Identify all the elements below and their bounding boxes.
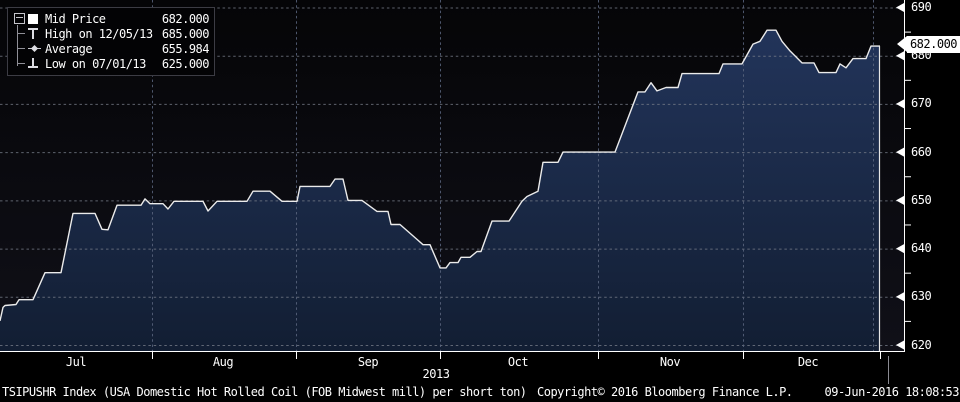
x-axis-month-label: Aug xyxy=(212,355,234,369)
x-axis-month-label: Oct xyxy=(507,355,529,369)
legend-label: Average xyxy=(45,41,93,56)
legend-row-mid-price[interactable]: Mid Price 682.000 xyxy=(11,11,210,26)
timestamp: 09-Jun-2016 18:08:53 xyxy=(824,385,960,399)
x-axis-month-label: Dec xyxy=(797,355,819,369)
y-axis-tick-label: 640 xyxy=(911,241,932,256)
legend-row-low[interactable]: Low on 07/01/13 625.000 xyxy=(11,56,210,71)
x-axis-month-label: Jul xyxy=(65,355,87,369)
y-axis-tick-label: 690 xyxy=(911,0,932,14)
legend-value: 685.000 xyxy=(161,26,210,41)
y-axis-tick-label: 620 xyxy=(911,337,932,352)
legend-value: 682.000 xyxy=(161,11,210,26)
legend-label: Low on 07/01/13 xyxy=(45,56,146,71)
chart-legend: Mid Price 682.000 High on 12/05/13 685.0… xyxy=(7,7,215,76)
security-description: TSIPUSHR Index (USA Domestic Hot Rolled … xyxy=(2,385,527,399)
legend-label: High on 12/05/13 xyxy=(45,26,153,41)
mid-price-line xyxy=(0,29,880,322)
low-marker-icon xyxy=(28,58,45,69)
y-axis-tick-label: 630 xyxy=(911,289,932,304)
y-axis-tick-label: 660 xyxy=(911,144,932,159)
x-axis-year-label: 2013 xyxy=(422,367,450,381)
high-marker-icon xyxy=(28,28,45,39)
legend-row-high[interactable]: High on 12/05/13 685.000 xyxy=(11,26,210,41)
mid-square-icon xyxy=(28,13,45,24)
legend-tree-line xyxy=(17,25,18,66)
last-price-label: 682.000 xyxy=(897,36,960,53)
legend-label: Mid Price xyxy=(45,11,106,26)
x-axis-month-label: Sep xyxy=(357,355,379,369)
copyright-notice: Copyright© 2016 Bloomberg Finance L.P. xyxy=(537,385,793,399)
x-axis-month-label: Nov xyxy=(659,355,681,369)
y-axis-tick-label: 650 xyxy=(911,192,932,207)
price-area-fill xyxy=(0,30,880,351)
legend-expander-icon[interactable] xyxy=(14,13,25,24)
legend-row-average[interactable]: Average 655.984 xyxy=(11,41,210,56)
average-marker-icon xyxy=(28,44,45,53)
y-axis-tick-label: 670 xyxy=(911,96,932,111)
legend-value: 625.000 xyxy=(161,56,210,71)
legend-value: 655.984 xyxy=(161,41,210,56)
